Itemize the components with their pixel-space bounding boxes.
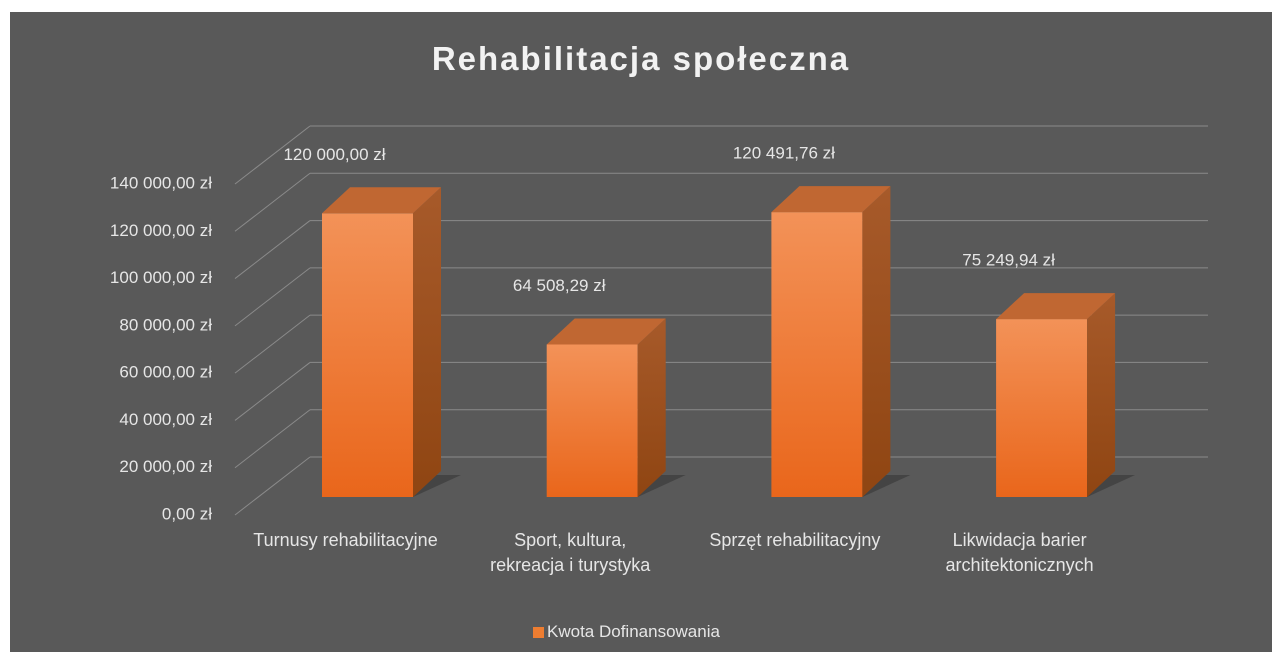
bar-top <box>771 186 891 213</box>
y-tick-label: 20 000,00 zł <box>119 457 212 476</box>
grid-line <box>234 409 311 469</box>
bar-side <box>862 186 891 497</box>
data-label: 120 491,76 zł <box>733 144 835 163</box>
y-tick-label: 100 000,00 zł <box>110 268 212 287</box>
bar <box>322 213 413 498</box>
grid-line <box>234 220 311 279</box>
y-tick-label: 60 000,00 zł <box>119 363 212 382</box>
grid-line <box>234 362 311 421</box>
x-tick-label: Likwidacja barier architektonicznych <box>945 530 1094 575</box>
y-tick-label: 120 000,00 zł <box>110 221 212 240</box>
bar-top <box>996 293 1116 320</box>
x-tick-label: Turnusy rehabilitacyjne <box>253 530 438 550</box>
legend-swatch <box>533 626 544 638</box>
bar <box>546 344 638 497</box>
y-tick-label: 140 000,00 zł <box>110 173 212 192</box>
bar <box>771 212 863 497</box>
grid-line <box>234 125 311 185</box>
x-tick-label: Sport, kultura, rekreacja i turystyka <box>490 530 651 575</box>
bar <box>996 319 1088 497</box>
y-tick-label: 0,00 zł <box>162 504 212 523</box>
legend-label: Kwota Dofinansowania <box>547 622 720 641</box>
data-label: 75 249,94 zł <box>962 251 1055 270</box>
bar-side <box>413 187 441 498</box>
grid-line <box>234 267 311 327</box>
bar-side <box>1087 293 1116 497</box>
y-tick-label: 80 000,00 zł <box>119 315 212 334</box>
grid-line <box>234 456 311 516</box>
chart-title: Rehabilitacja społeczna <box>431 40 851 77</box>
bar-top <box>322 187 441 214</box>
grid-line <box>234 314 311 374</box>
bar-top <box>546 318 666 345</box>
y-tick-label: 40 000,00 zł <box>119 410 212 429</box>
data-label: 120 000,00 zł <box>283 145 385 164</box>
legend: Kwota Dofinansowania <box>533 621 720 643</box>
x-tick-label: Sprzęt rehabilitacyjny <box>709 530 881 550</box>
data-label: 64 508,29 zł <box>513 276 606 295</box>
bar-side <box>637 318 666 497</box>
grid-line <box>234 172 311 232</box>
